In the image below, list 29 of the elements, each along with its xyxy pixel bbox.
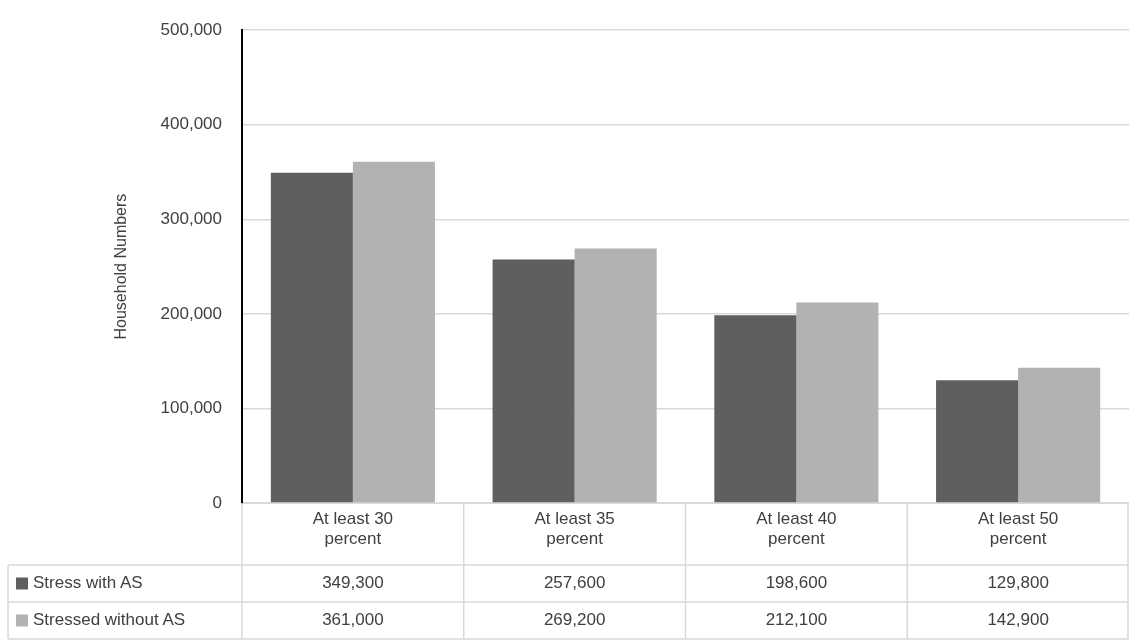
y-tick-label: 200,000 <box>160 303 222 323</box>
y-tick-label: 0 <box>212 492 222 512</box>
y-tick-label: 400,000 <box>160 114 222 134</box>
data-label: 212,100 <box>765 610 828 630</box>
bar <box>1018 367 1101 503</box>
data-label: 257,600 <box>543 573 606 593</box>
bar <box>352 161 435 503</box>
bar <box>574 248 657 503</box>
x-tick-label: At least 40 percent <box>756 508 837 549</box>
legend-label: Stress with AS <box>33 573 143 593</box>
x-tick-label: At least 35 percent <box>534 508 615 549</box>
data-label: 129,800 <box>987 573 1049 593</box>
bar <box>714 315 797 503</box>
legend-label: Stressed without AS <box>33 610 186 630</box>
y-tick-label: 500,000 <box>160 19 222 39</box>
bar <box>796 302 879 503</box>
y-tick-label: 300,000 <box>160 209 222 229</box>
data-label: 142,900 <box>987 610 1049 630</box>
bar <box>270 172 353 503</box>
data-label: 198,600 <box>765 573 828 593</box>
data-label: 361,000 <box>322 610 384 630</box>
data-label: 269,200 <box>543 610 606 630</box>
x-tick-label: At least 50 percent <box>977 508 1059 549</box>
bar <box>936 380 1019 503</box>
y-axis-title: Household Numbers <box>112 193 130 340</box>
data-label: 349,300 <box>322 573 384 593</box>
y-tick-label: 100,000 <box>160 398 222 418</box>
x-tick-label: At least 30 percent <box>312 508 394 549</box>
bar <box>492 259 575 503</box>
